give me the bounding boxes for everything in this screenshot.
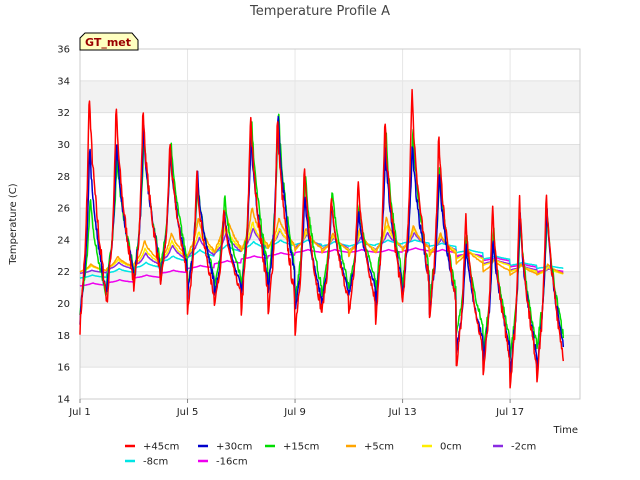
x-tick-label: Jul 17 bbox=[495, 407, 524, 418]
x-tick-label: Jul 5 bbox=[176, 407, 199, 418]
series-layer bbox=[79, 88, 565, 389]
legend-label: -16cm bbox=[216, 457, 248, 468]
y-tick-label: 22 bbox=[57, 267, 70, 278]
background-band bbox=[80, 144, 580, 177]
site-badge-label: GT_met bbox=[85, 36, 131, 49]
y-tick-label: 26 bbox=[57, 204, 70, 215]
y-tick-label: 34 bbox=[57, 76, 70, 87]
y-tick-label: 24 bbox=[57, 235, 70, 246]
y-tick-label: 36 bbox=[57, 45, 70, 56]
y-tick-label: 18 bbox=[57, 331, 70, 342]
legend: +45cm +30cm +15cm +5cm 0cm -2cm -8cm -16cm bbox=[125, 442, 536, 468]
series-line-4 bbox=[79, 207, 564, 276]
legend-label: -8cm bbox=[143, 457, 168, 468]
x-tick-label: Jul 9 bbox=[283, 407, 306, 418]
x-tick-label: Jul 1 bbox=[68, 407, 91, 418]
x-tick-label: Jul 13 bbox=[388, 407, 417, 418]
site-badge-shape bbox=[79, 32, 139, 51]
legend-label: +30cm bbox=[216, 442, 252, 453]
legend-label: 0cm bbox=[440, 442, 462, 453]
background-band bbox=[80, 80, 580, 113]
y-axis-ticks: 14 16 18 20 22 24 26 28 30 32 34 36 bbox=[57, 45, 70, 406]
x-axis-ticks: Jul 1 Jul 5 Jul 9 Jul 13 Jul 17 bbox=[68, 399, 524, 418]
y-axis-label: Temperature (C) bbox=[8, 183, 19, 265]
y-tick-label: 20 bbox=[57, 299, 70, 310]
plot-area-border bbox=[79, 48, 581, 400]
y-tick-label: 30 bbox=[57, 140, 70, 151]
legend-label: -2cm bbox=[511, 442, 536, 453]
legend-label: +45cm bbox=[143, 442, 179, 453]
legend-label: +15cm bbox=[283, 442, 319, 453]
site-badge: GT_met bbox=[79, 32, 139, 51]
legend-label: +5cm bbox=[364, 442, 394, 453]
y-tick-label: 28 bbox=[57, 172, 70, 183]
y-tick-label: 14 bbox=[57, 395, 70, 406]
series-line-1 bbox=[79, 88, 565, 389]
chart-title: Temperature Profile A bbox=[249, 4, 390, 19]
x-axis-label: Time bbox=[553, 425, 578, 436]
y-tick-label: 16 bbox=[57, 363, 70, 374]
background-band bbox=[80, 335, 580, 368]
y-tick-label: 32 bbox=[57, 108, 70, 119]
